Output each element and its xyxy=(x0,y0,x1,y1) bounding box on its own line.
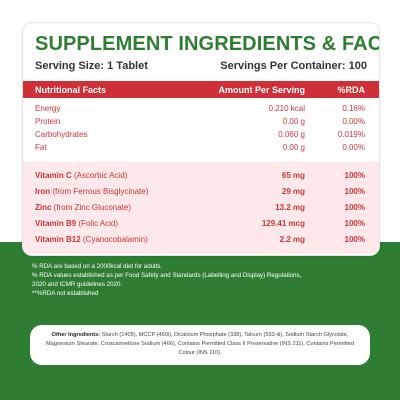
vitamin-amount: 129.41 mcg xyxy=(261,218,305,228)
nutrient-amount: 0.060 g xyxy=(278,130,305,139)
nutrient-amount: 0.00 g xyxy=(282,117,305,126)
header-rda: %RDA xyxy=(337,84,365,95)
vitamin-source: (Folic Acid) xyxy=(76,218,118,228)
vitamin-label: Vitamin B9 xyxy=(35,218,77,228)
vitamin-label: Vitamin C xyxy=(35,170,72,180)
green-background-band xyxy=(0,242,400,400)
vitamin-rda: 100% xyxy=(344,218,365,228)
vitamin-amount: 2.2 mg xyxy=(279,234,305,244)
vitamin-source: (Cyanocobalamin) xyxy=(80,234,148,244)
nutrient-name: Protein xyxy=(35,117,61,126)
header-nutritional-facts: Nutritional Facts xyxy=(35,84,107,95)
nutrient-amount: 0.210 kcal xyxy=(268,104,305,113)
ingredients-label: Other Ingredients: xyxy=(51,332,102,338)
vitamin-rows: Vitamin C (Ascorbic Acid) 65 mg 100% Iro… xyxy=(23,162,379,254)
nutrient-rda: 0.00% xyxy=(342,143,365,152)
footnotes: % RDA are based on a 2000kcal diet for a… xyxy=(32,262,382,298)
servings-per-container: Servings Per Container: 100 xyxy=(220,60,367,72)
table-row: Vitamin B9 (Folic Acid) 129.41 mcg 100% xyxy=(23,215,379,231)
nutrient-rda: 0.16% xyxy=(342,104,365,113)
nutrient-amount: 0.00 g xyxy=(282,143,305,152)
serving-info: Serving Size: 1 Tablet Servings Per Cont… xyxy=(23,59,379,73)
vitamin-label: Iron xyxy=(35,186,51,196)
vitamin-rda: 100% xyxy=(344,234,365,244)
vitamin-amount: 29 mg xyxy=(281,186,305,196)
nutrient-rda: 0.019% xyxy=(337,130,365,139)
table-row: Iron (from Ferrous Bisglycinate) 29 mg 1… xyxy=(23,183,379,199)
table-row: Vitamin B12 (Cyanocobalamin) 2.2 mg 100% xyxy=(23,231,379,247)
table-row: Energy 0.210 kcal 0.16% xyxy=(23,102,379,115)
vitamin-amount: 65 mg xyxy=(281,170,305,180)
vitamin-name: Iron (from Ferrous Bisglycinate) xyxy=(23,187,185,196)
vitamin-name: Zinc (from Zinc Gluconate) xyxy=(23,203,185,212)
footnote: 2020 and ICMR guidelines 2020. xyxy=(32,281,123,288)
nutrient-name: Carbohydrates xyxy=(35,130,88,139)
table-row: Zinc (from Zinc Gluconate) 13.2 mg 100% xyxy=(23,199,379,215)
vitamin-source: (Ascorbic Acid) xyxy=(71,170,128,180)
table-row: Protein 0.00 g 0.00% xyxy=(23,115,379,128)
vitamin-name: Vitamin B9 (Folic Acid) xyxy=(23,219,185,228)
serving-size: Serving Size: 1 Tablet xyxy=(35,60,148,72)
footnote: **%RDA not established xyxy=(32,290,99,297)
vitamin-rda: 100% xyxy=(344,186,365,196)
footnote: % RDA values established as per Food Saf… xyxy=(32,272,302,279)
page-title: SUPPLEMENT INGREDIENTS & FACTS xyxy=(35,33,380,55)
vitamin-amount: 13.2 mg xyxy=(275,202,305,212)
vitamin-label: Zinc xyxy=(35,202,52,212)
table-row: Fat 0.00 g 0.00% xyxy=(23,141,379,154)
vitamin-rda: 100% xyxy=(344,202,365,212)
table-row: Carbohydrates 0.060 g 0.019% xyxy=(23,128,379,141)
vitamin-name: Vitamin C (Ascorbic Acid) xyxy=(23,171,185,180)
nutrient-name: Fat xyxy=(35,143,47,152)
vitamin-name: Vitamin B12 (Cyanocobalamin) xyxy=(23,235,185,244)
table-row: Vitamin C (Ascorbic Acid) 65 mg 100% xyxy=(23,167,379,183)
header-amount-per-serving: Amount Per Serving xyxy=(218,84,305,95)
macro-nutrient-rows: Energy 0.210 kcal 0.16% Protein 0.00 g 0… xyxy=(23,98,379,156)
vitamin-rda: 100% xyxy=(344,170,365,180)
nutrient-rda: 0.00% xyxy=(342,117,365,126)
vitamin-source: (from Zinc Gluconate) xyxy=(51,202,132,212)
footnote: % RDA are based on a 2000kcal diet for a… xyxy=(32,263,163,270)
vitamin-source: (from Ferrous Bisglycinate) xyxy=(50,186,149,196)
ingredients-text: Starch (1405), MCCP (460i), Dicalcium Ph… xyxy=(46,332,354,356)
vitamin-label: Vitamin B12 xyxy=(35,234,81,244)
table-header: Nutritional Facts Amount Per Serving %RD… xyxy=(23,81,379,98)
other-ingredients-box: Other Ingredients: Starch (1405), MCCP (… xyxy=(30,325,370,365)
facts-card: SUPPLEMENT INGREDIENTS & FACTS Serving S… xyxy=(22,22,380,256)
nutrient-name: Energy xyxy=(35,104,61,113)
